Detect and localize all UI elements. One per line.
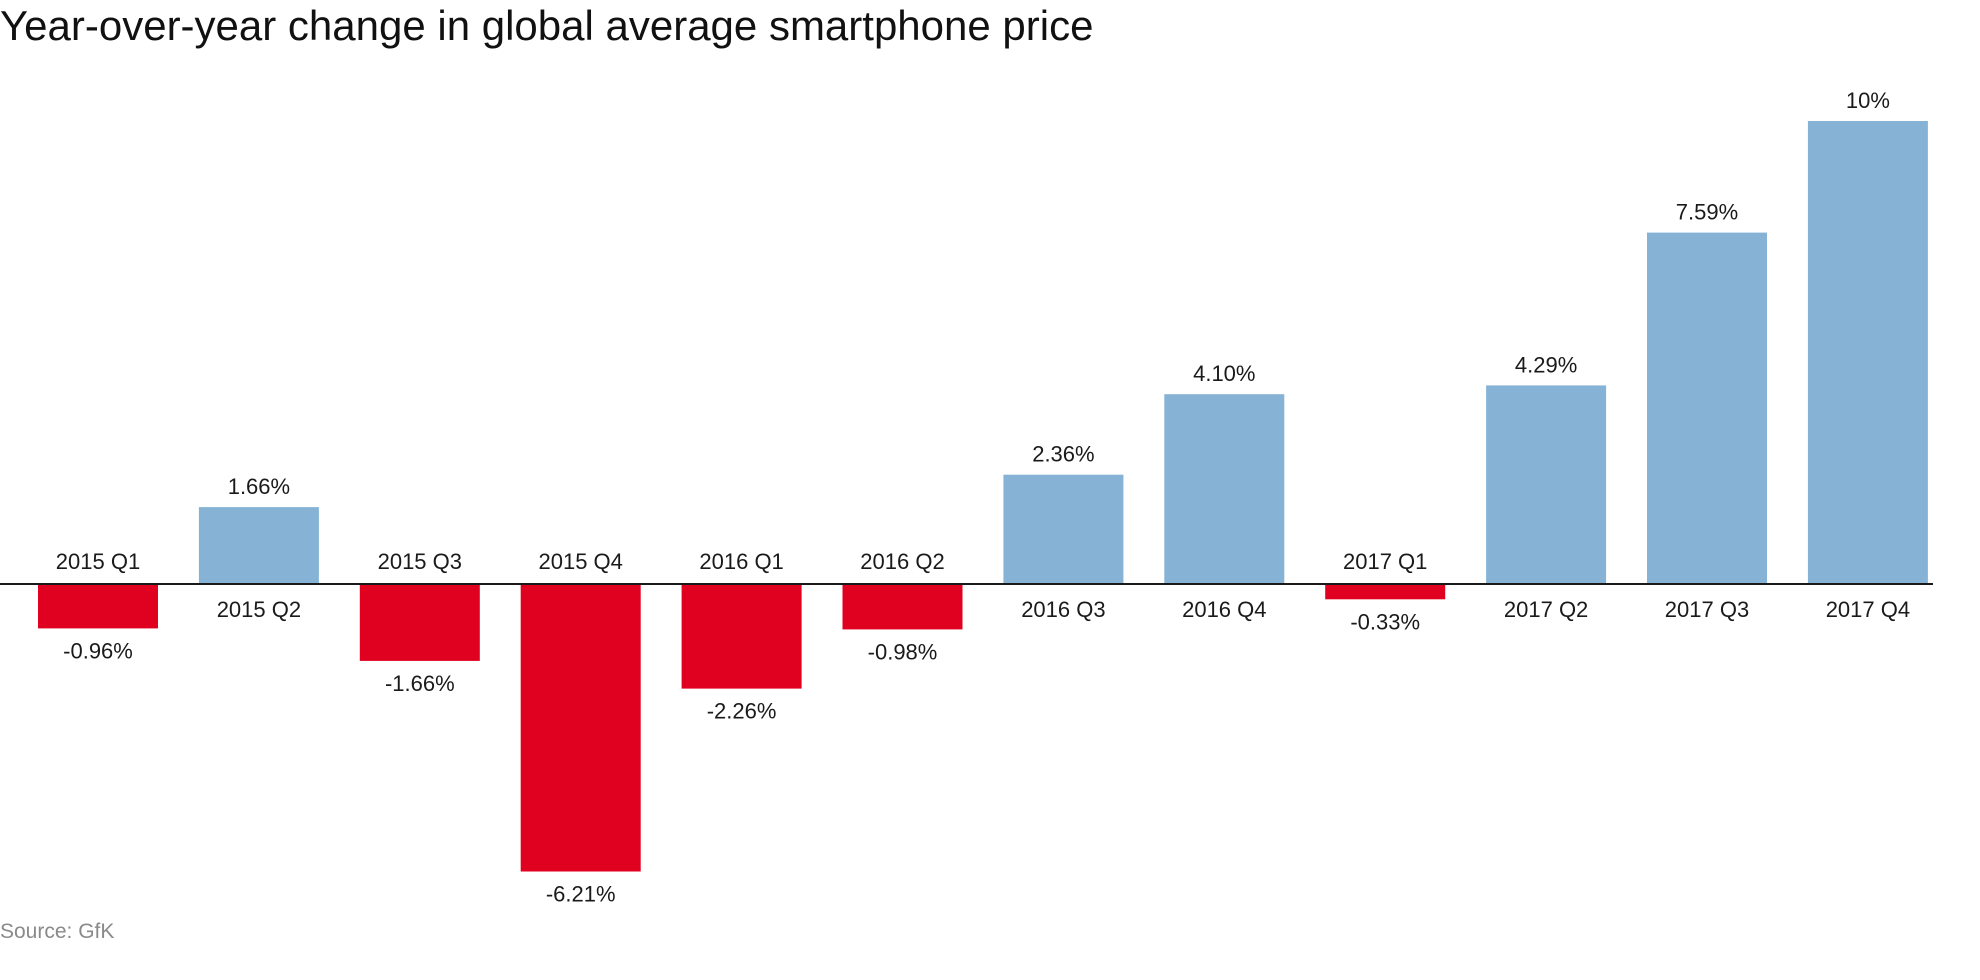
bars-group bbox=[38, 121, 1928, 872]
chart-source: Source: GfK bbox=[0, 920, 115, 943]
bar-2017-q3 bbox=[1647, 232, 1767, 584]
data-label: -0.98% bbox=[868, 639, 938, 664]
bar-2015-q4 bbox=[520, 585, 641, 872]
category-label: 2016 Q1 bbox=[699, 549, 783, 574]
data-label: 7.59% bbox=[1676, 200, 1738, 225]
data-label: 4.10% bbox=[1193, 361, 1255, 386]
data-label: -2.26% bbox=[707, 699, 777, 724]
data-label: 2.36% bbox=[1032, 442, 1094, 467]
labels-group: 2015 Q1 -0.96% 2015 Q2 1.66% 2015 Q3 -1.66% 20… bbox=[56, 88, 1910, 907]
data-label: -1.66% bbox=[385, 671, 455, 696]
bar-2017-q4 bbox=[1807, 121, 1928, 584]
category-label: 2015 Q2 bbox=[217, 597, 301, 622]
category-label: 2016 Q3 bbox=[1021, 597, 1105, 622]
data-label: -0.96% bbox=[63, 638, 133, 663]
bar-2015-q1 bbox=[38, 585, 158, 629]
chart-title: Year-over-year change in global average … bbox=[0, 2, 1094, 49]
category-label: 2015 Q1 bbox=[56, 549, 140, 574]
data-label: 10% bbox=[1846, 88, 1890, 113]
category-label: 2015 Q3 bbox=[378, 549, 462, 574]
bar-2017-q1 bbox=[1325, 585, 1446, 600]
bar-2016-q3 bbox=[1003, 474, 1124, 584]
bar-2015-q2 bbox=[198, 507, 319, 584]
category-label: 2017 Q2 bbox=[1504, 597, 1588, 622]
category-label: 2017 Q3 bbox=[1665, 597, 1749, 622]
category-label: 2016 Q4 bbox=[1182, 597, 1266, 622]
data-label: 1.66% bbox=[228, 474, 290, 499]
data-label: -6.21% bbox=[546, 882, 616, 907]
bar-2016-q2 bbox=[842, 585, 963, 630]
category-label: 2017 Q1 bbox=[1343, 549, 1427, 574]
data-label: -0.33% bbox=[1350, 609, 1420, 634]
data-label: 4.29% bbox=[1515, 352, 1577, 377]
category-label: 2015 Q4 bbox=[538, 549, 622, 574]
category-label: 2017 Q4 bbox=[1826, 597, 1910, 622]
bar-2017-q2 bbox=[1486, 385, 1607, 584]
bar-2016-q4 bbox=[1164, 394, 1285, 584]
bar-2016-q1 bbox=[681, 585, 802, 689]
bar-2015-q3 bbox=[359, 585, 480, 661]
category-label: 2016 Q2 bbox=[860, 549, 944, 574]
